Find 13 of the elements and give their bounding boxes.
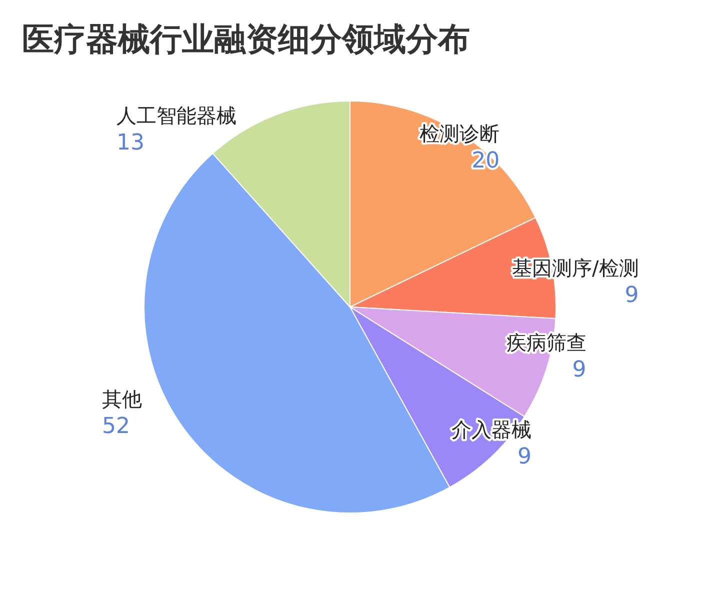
data-label: 9 xyxy=(624,282,639,308)
slice-label: 其他 xyxy=(102,387,142,412)
data-label: 9 xyxy=(572,358,586,383)
data-label: 9 xyxy=(518,444,532,470)
chart-title: 医疗器械行业融资细分领域分布 xyxy=(22,20,470,58)
slice-label: 人工智能器械 xyxy=(116,104,237,128)
slice-label: 介入器械 xyxy=(452,418,532,442)
data-label: 20 xyxy=(472,148,500,174)
data-label: 52 xyxy=(102,414,130,440)
data-label: 13 xyxy=(116,130,145,156)
slice-label: 疾病筛查 xyxy=(506,330,586,355)
slice-label: 基因测序/检测 xyxy=(512,256,639,280)
slice-label: 检测诊断 xyxy=(420,122,500,146)
